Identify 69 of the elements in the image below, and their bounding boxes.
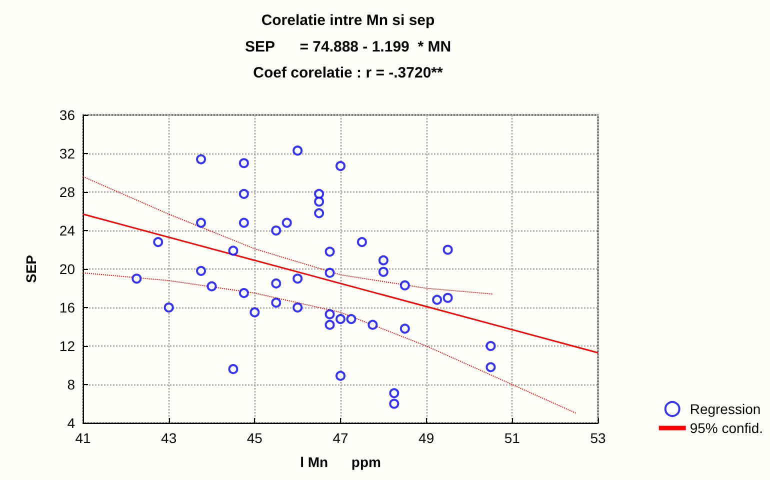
y-tick-label: 8 <box>67 376 76 392</box>
point <box>378 255 388 266</box>
chart-title: Corelatie intre Mn si sep <box>261 12 435 29</box>
point <box>400 324 410 334</box>
y-tick-label: 16 <box>59 300 76 316</box>
point <box>442 292 453 303</box>
point <box>324 320 335 330</box>
point <box>442 244 453 255</box>
point <box>196 218 206 228</box>
chart-subtitle: SEP = 74.888 - 1.199 * MN Coef corelatie : r = -.3720** <box>244 38 452 82</box>
y-tick-label: 20 <box>59 261 76 277</box>
point <box>271 278 282 288</box>
point <box>378 266 388 277</box>
line-series <box>82 176 494 295</box>
point <box>271 226 282 236</box>
point <box>196 266 206 276</box>
point <box>228 364 238 374</box>
point <box>282 218 292 228</box>
point <box>238 218 249 228</box>
legend-label: Regression <box>690 401 761 417</box>
point <box>228 246 238 256</box>
point <box>389 398 400 409</box>
y-axis-title: SEP <box>23 254 39 284</box>
point <box>314 188 324 199</box>
legend-label: 95% confid. <box>690 420 764 436</box>
point <box>153 237 164 248</box>
point <box>238 188 249 199</box>
point <box>356 237 367 248</box>
point <box>432 294 442 305</box>
x-axis-title: l Mn ppm <box>300 454 381 470</box>
x-tick-label: 53 <box>590 430 606 446</box>
point <box>368 320 378 330</box>
point <box>292 146 303 156</box>
x-tick-label: 45 <box>246 430 263 446</box>
point <box>314 196 324 207</box>
point <box>324 309 335 320</box>
point <box>238 158 249 168</box>
point <box>346 314 356 324</box>
x-tick-label: 51 <box>504 430 520 446</box>
point <box>314 208 324 218</box>
y-tick-label: 28 <box>59 184 76 200</box>
y-tick-label: 24 <box>59 222 76 238</box>
point <box>389 388 400 398</box>
point <box>486 362 496 372</box>
point <box>400 280 410 290</box>
y-tick-label: 32 <box>59 146 76 162</box>
x-tick-label: 47 <box>332 430 348 446</box>
point <box>292 274 303 284</box>
point <box>196 154 206 164</box>
point <box>250 307 260 318</box>
point <box>324 246 335 257</box>
point <box>292 302 303 312</box>
point <box>164 302 174 312</box>
point <box>336 314 346 324</box>
y-tick-label: 4 <box>67 415 76 431</box>
point <box>132 274 142 284</box>
point <box>206 281 217 292</box>
y-tick-label: 36 <box>59 107 76 123</box>
point <box>271 298 282 308</box>
point <box>336 370 346 381</box>
point <box>336 161 346 172</box>
x-tick-label: 43 <box>161 430 177 446</box>
point <box>486 341 496 351</box>
point <box>238 288 249 298</box>
x-tick-label: 41 <box>75 430 91 446</box>
point <box>324 268 335 278</box>
y-tick-label: 12 <box>59 338 76 354</box>
x-tick-label: 49 <box>418 430 434 446</box>
line-series <box>82 272 578 414</box>
